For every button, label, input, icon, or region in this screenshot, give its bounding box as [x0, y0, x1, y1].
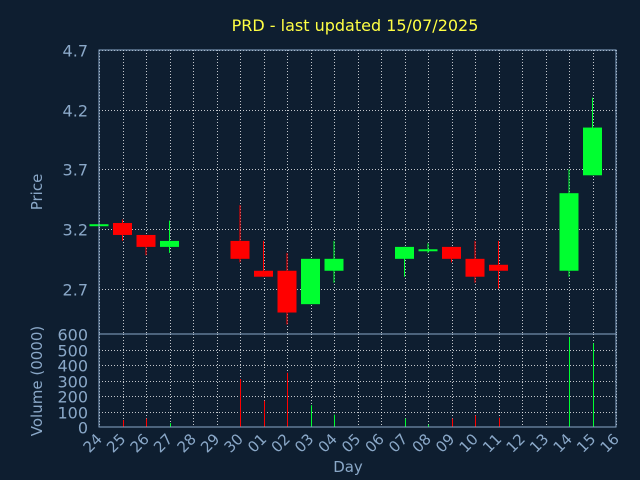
day-tick-label: 25: [103, 430, 129, 456]
candle: [254, 240, 273, 277]
volume-tick-label: 400: [57, 357, 88, 376]
candle-body: [160, 240, 179, 247]
day-axis-label: Day: [333, 458, 363, 476]
volume-axis-label: Volume (0000): [28, 326, 46, 436]
volume-tick-label: 300: [57, 373, 88, 392]
candle: [136, 234, 156, 256]
candle-body: [465, 258, 485, 277]
day-tick-label: 12: [503, 430, 529, 456]
volume-tick-label: 100: [57, 404, 88, 423]
candle-body: [583, 127, 602, 176]
candle-body: [489, 264, 508, 271]
day-tick-label: 04: [315, 430, 341, 456]
day-tick-label: 11: [479, 430, 505, 456]
candle: [418, 243, 438, 253]
price-tick-label: 4.2: [63, 102, 88, 121]
candle-body: [442, 246, 461, 259]
day-tick-label: 30: [221, 430, 247, 456]
price-panel-frame: [98, 49, 617, 335]
candle: [583, 97, 602, 176]
day-axis-ticks: 2425262728293001020304050607080910111213…: [80, 430, 623, 456]
candle-body: [418, 249, 438, 252]
price-grid: [99, 50, 617, 334]
day-tick-label: 29: [197, 430, 223, 456]
candle: [324, 240, 344, 283]
day-tick-label: 28: [174, 430, 200, 456]
volume-panel-frame: [98, 333, 617, 428]
candle: [301, 258, 320, 305]
candle-body: [254, 270, 273, 277]
price-axis-label: Price: [28, 174, 46, 211]
day-tick-label: 27: [150, 430, 176, 456]
day-tick-label: 05: [338, 430, 364, 456]
price-tick-label: 3.7: [63, 161, 88, 180]
day-tick-label: 02: [268, 430, 294, 456]
candle-body: [230, 240, 250, 259]
candle: [113, 219, 132, 241]
volume-bars: [99, 337, 594, 427]
day-tick-label: 03: [291, 430, 317, 456]
chart-title: PRD - last updated 15/07/2025: [232, 16, 479, 35]
price-tick-label: 4.7: [63, 42, 88, 61]
candle: [277, 252, 297, 325]
day-tick-label: 10: [456, 430, 482, 456]
candle: [559, 169, 579, 277]
candle: [465, 240, 485, 283]
day-tick-label: 13: [526, 430, 552, 456]
day-tick-label: 16: [597, 430, 623, 456]
candle: [442, 246, 461, 263]
price-tick-label: 3.2: [63, 221, 88, 240]
volume-tick-label: 200: [57, 388, 88, 407]
candle-body: [277, 270, 297, 313]
day-tick-label: 08: [409, 430, 435, 456]
day-tick-label: 15: [573, 430, 599, 456]
candle: [489, 240, 508, 289]
day-tick-label: 06: [362, 430, 388, 456]
price-candles: [89, 97, 602, 325]
day-tick-label: 26: [127, 430, 153, 456]
candle-body: [559, 193, 579, 271]
price-axis-ticks: 4.7 4.2 3.7 3.2 2.7: [63, 42, 88, 300]
candle: [160, 220, 179, 253]
day-tick-label: 07: [385, 430, 411, 456]
volume-tick-label: 500: [57, 342, 88, 361]
volume-tick-label: 0: [78, 419, 88, 438]
price-tick-label: 2.7: [63, 281, 88, 300]
candle-body: [324, 258, 344, 271]
volume-tick-label: 600: [57, 326, 88, 345]
candle: [230, 205, 250, 263]
day-tick-label: 09: [432, 430, 458, 456]
candle-body: [113, 223, 132, 235]
candle: [395, 246, 414, 277]
day-tick-label: 01: [244, 430, 270, 456]
candle-body: [395, 246, 414, 259]
candle-body: [136, 234, 156, 247]
candle-body: [301, 258, 320, 305]
volume-grid: [99, 334, 617, 427]
day-tick-label: 14: [550, 430, 576, 456]
